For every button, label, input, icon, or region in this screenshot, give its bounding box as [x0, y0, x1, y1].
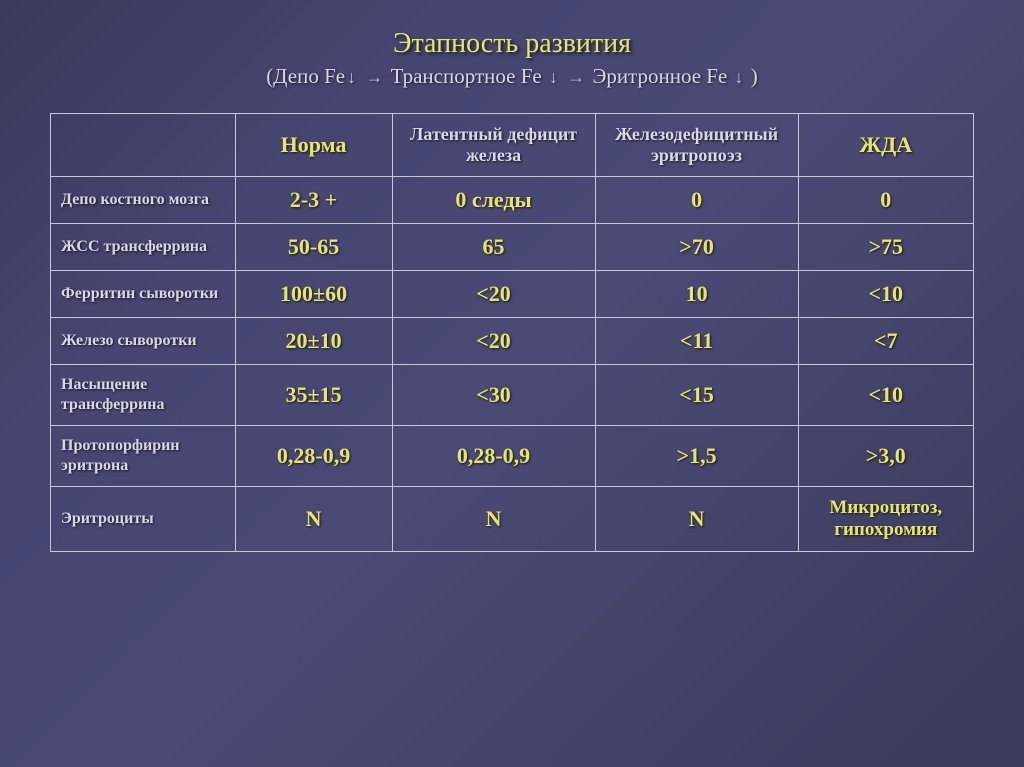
row-label: Протопорфирин эритрона — [51, 426, 236, 487]
cell: N — [392, 487, 595, 552]
cell: <11 — [595, 318, 798, 365]
cell: <30 — [392, 365, 595, 426]
subtitle-part-2: Транспортное Fe — [391, 64, 542, 88]
row-label: Ферритин сыворотки — [51, 271, 236, 318]
header-blank — [51, 114, 236, 177]
cell: 10 — [595, 271, 798, 318]
row-label: Эритроциты — [51, 487, 236, 552]
table-row: Железо сыворотки 20±10 <20 <11 <7 — [51, 318, 974, 365]
row-label: ЖСС трансферрина — [51, 224, 236, 271]
cell: Микроцитоз, гипохромия — [798, 487, 973, 552]
down-arrow-icon: ↓ — [735, 67, 744, 88]
cell: <10 — [798, 271, 973, 318]
cell: <15 — [595, 365, 798, 426]
cell: >70 — [595, 224, 798, 271]
table-row: Депо костного мозга 2-3 + 0 следы 0 0 — [51, 177, 974, 224]
down-arrow-icon: ↓ — [549, 67, 558, 88]
header-norma: Норма — [235, 114, 392, 177]
cell: 50-65 — [235, 224, 392, 271]
cell: 65 — [392, 224, 595, 271]
cell: 0 — [595, 177, 798, 224]
row-label: Железо сыворотки — [51, 318, 236, 365]
slide-subtitle: (Депо Fe↓ → Транспортное Fe ↓ → Эритронн… — [50, 64, 974, 89]
table-row: Эритроциты N N N Микроцитоз, гипохромия — [51, 487, 974, 552]
cell: 0,28-0,9 — [235, 426, 392, 487]
right-arrow-icon: → — [365, 67, 383, 88]
right-arrow-icon: → — [567, 67, 585, 88]
cell: <10 — [798, 365, 973, 426]
slide: Этапность развития (Депо Fe↓ → Транспорт… — [0, 0, 1024, 767]
header-erythropoiesis: Железодефицитный эритропоэз — [595, 114, 798, 177]
cell: 0,28-0,9 — [392, 426, 595, 487]
header-ida: ЖДА — [798, 114, 973, 177]
slide-title: Этапность развития — [50, 28, 974, 60]
table-header-row: Норма Латентный дефицит железа Железодеф… — [51, 114, 974, 177]
cell: >1,5 — [595, 426, 798, 487]
cell: 20±10 — [235, 318, 392, 365]
table-body: Депо костного мозга 2-3 + 0 следы 0 0 ЖС… — [51, 177, 974, 552]
cell: 2-3 + — [235, 177, 392, 224]
cell: N — [235, 487, 392, 552]
cell: >3,0 — [798, 426, 973, 487]
cell: N — [595, 487, 798, 552]
subtitle-part-4: ) — [751, 64, 758, 88]
cell: 0 следы — [392, 177, 595, 224]
down-arrow-icon: ↓ — [347, 67, 356, 88]
header-latent: Латентный дефицит железа — [392, 114, 595, 177]
cell: 0 — [798, 177, 973, 224]
cell: <7 — [798, 318, 973, 365]
cell: <20 — [392, 271, 595, 318]
subtitle-part-3: Эритронное Fe — [592, 64, 727, 88]
row-label: Насыщение трансферрина — [51, 365, 236, 426]
subtitle-part-1: (Депо Fe — [266, 64, 345, 88]
table-row: ЖСС трансферрина 50-65 65 >70 >75 — [51, 224, 974, 271]
table-row: Ферритин сыворотки 100±60 <20 10 <10 — [51, 271, 974, 318]
cell: 35±15 — [235, 365, 392, 426]
table-row: Протопорфирин эритрона 0,28-0,9 0,28-0,9… — [51, 426, 974, 487]
cell: 100±60 — [235, 271, 392, 318]
stages-table: Норма Латентный дефицит железа Железодеф… — [50, 113, 974, 552]
row-label: Депо костного мозга — [51, 177, 236, 224]
cell: >75 — [798, 224, 973, 271]
cell: <20 — [392, 318, 595, 365]
table-row: Насыщение трансферрина 35±15 <30 <15 <10 — [51, 365, 974, 426]
